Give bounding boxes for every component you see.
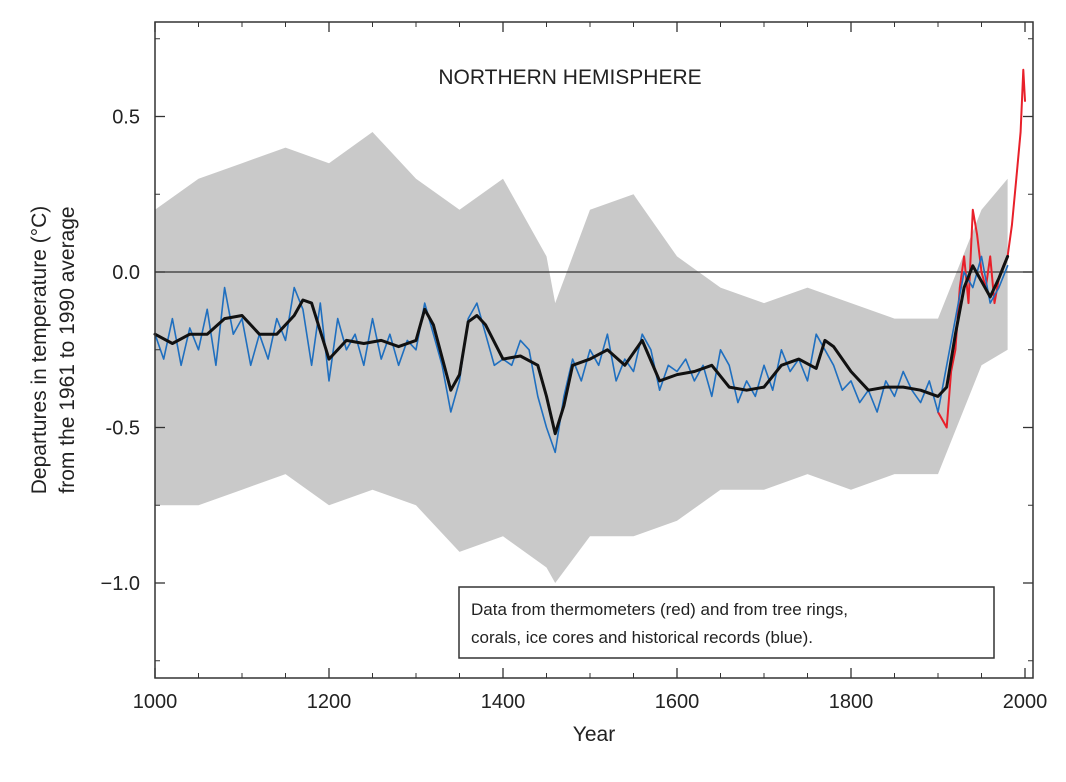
x-tick-label: 1400 [481, 691, 526, 713]
y-axis-title-line-1: Departures in temperature (°C) [28, 206, 51, 495]
y-tick-label: -0.5 [106, 418, 140, 440]
plot-area [153, 68, 1033, 583]
y-tick-label: −1.0 [101, 573, 140, 595]
axis-ticks: 1000 1200 1400 1600 1800 2000 −1.0 -0.5 0.0 0.5 [101, 22, 1048, 713]
legend-line-1: Data from thermometers (red) and from tr… [471, 600, 848, 619]
y-tick-label: 0.5 [112, 107, 140, 129]
chart-title: NORTHERN HEMISPHERE [438, 66, 701, 89]
x-tick-label: 1200 [307, 691, 352, 713]
series-line-smoothed [153, 254, 1010, 436]
legend-line-2: corals, ice cores and historical records… [471, 628, 813, 647]
legend-frame [458, 586, 995, 659]
uncertainty-band [155, 132, 1008, 583]
y-tick-label: 0.0 [112, 262, 140, 284]
legend-box: Data from thermometers (red) and from tr… [458, 586, 995, 659]
x-tick-label: 1000 [133, 691, 178, 713]
x-tick-label: 1600 [655, 691, 700, 713]
x-axis-title: Year [573, 723, 615, 746]
y-axis-title: Departures in temperature (°C) from the … [28, 206, 79, 495]
series-line-proxy [154, 255, 1009, 454]
x-tick-label: 2000 [1003, 691, 1048, 713]
y-axis-title-line-2: from the 1961 to 1990 average [56, 206, 79, 493]
x-tick-label: 1800 [829, 691, 874, 713]
